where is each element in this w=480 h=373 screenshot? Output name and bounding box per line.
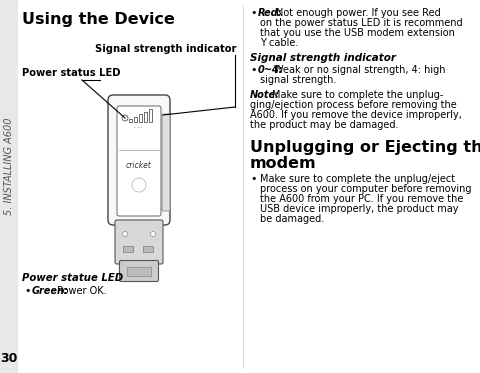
- Bar: [139, 114, 142, 122]
- Text: - - -: - - -: [133, 125, 142, 130]
- Bar: [0, 0, 18, 373]
- Text: Weak or no signal strength, 4: high: Weak or no signal strength, 4: high: [274, 65, 444, 75]
- Text: Not enough power. If you see Red: Not enough power. If you see Red: [276, 8, 440, 18]
- Circle shape: [150, 232, 155, 236]
- Bar: [134, 116, 137, 122]
- Text: Note:: Note:: [250, 90, 279, 100]
- Text: Power status LED: Power status LED: [22, 68, 120, 78]
- Bar: [144, 112, 147, 122]
- Circle shape: [132, 178, 146, 192]
- FancyBboxPatch shape: [108, 95, 169, 225]
- Text: •: •: [250, 174, 256, 184]
- Text: USB device improperly, the product may: USB device improperly, the product may: [260, 204, 457, 214]
- FancyBboxPatch shape: [162, 114, 169, 211]
- Text: the A600 from your PC. If you remove the: the A600 from your PC. If you remove the: [260, 194, 462, 204]
- Text: A600. If you remove the device improperly,: A600. If you remove the device improperl…: [250, 110, 461, 120]
- Text: the product may be damaged.: the product may be damaged.: [250, 120, 397, 130]
- Text: on the power status LED it is recommend: on the power status LED it is recommend: [260, 18, 462, 28]
- Bar: [129, 119, 132, 122]
- Text: 5. INSTALLING A600: 5. INSTALLING A600: [4, 118, 14, 215]
- Bar: [123, 246, 133, 252]
- Text: 30: 30: [0, 352, 18, 365]
- Text: Make sure to complete the unplug/eject: Make sure to complete the unplug/eject: [260, 174, 454, 184]
- FancyBboxPatch shape: [117, 106, 161, 216]
- Text: Signal strength indicator: Signal strength indicator: [250, 53, 395, 63]
- Bar: [143, 246, 153, 252]
- Text: 0~4:: 0~4:: [257, 65, 283, 75]
- Text: •: •: [250, 8, 256, 18]
- Text: cricket: cricket: [126, 160, 152, 169]
- Text: Unplugging or Ejecting the: Unplugging or Ejecting the: [250, 140, 480, 155]
- Text: Green:: Green:: [32, 286, 69, 296]
- Text: signal strength.: signal strength.: [260, 75, 336, 85]
- Text: Power OK.: Power OK.: [57, 286, 107, 296]
- Text: Y cable.: Y cable.: [260, 38, 298, 48]
- FancyBboxPatch shape: [115, 220, 163, 264]
- Text: Make sure to complete the unplug-: Make sure to complete the unplug-: [271, 90, 443, 100]
- Text: ging/ejection process before removing the: ging/ejection process before removing th…: [250, 100, 456, 110]
- Text: •: •: [24, 286, 30, 296]
- Text: Power statue LED: Power statue LED: [22, 273, 123, 283]
- FancyBboxPatch shape: [119, 260, 158, 282]
- Text: Signal strength indicator: Signal strength indicator: [96, 44, 237, 54]
- Circle shape: [122, 232, 127, 236]
- Text: be damaged.: be damaged.: [260, 214, 324, 224]
- Text: process on your computer before removing: process on your computer before removing: [260, 184, 470, 194]
- Bar: [127, 267, 151, 276]
- Text: modem: modem: [250, 156, 316, 171]
- Circle shape: [122, 115, 128, 121]
- Text: Using the Device: Using the Device: [22, 12, 175, 27]
- Text: Red:: Red:: [257, 8, 282, 18]
- Text: that you use the USB modem extension: that you use the USB modem extension: [260, 28, 454, 38]
- Text: •: •: [250, 65, 256, 75]
- Bar: [149, 109, 152, 122]
